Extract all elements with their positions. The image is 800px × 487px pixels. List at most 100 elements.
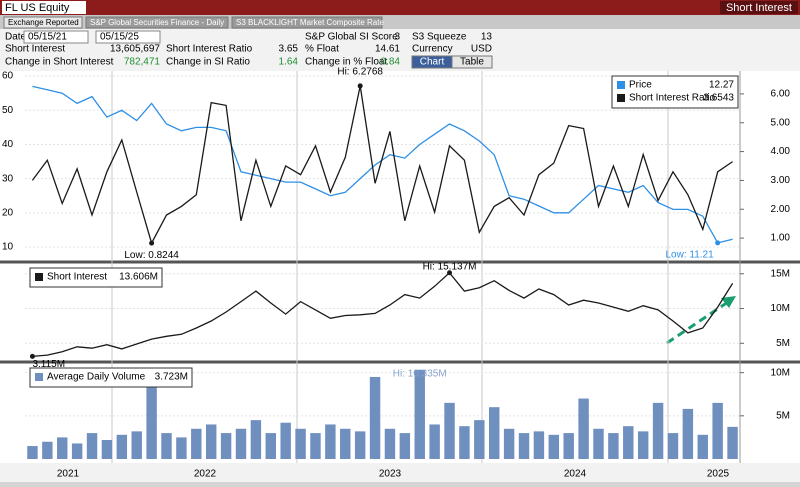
bar [533, 431, 545, 459]
annotation: Hi: 10.335M [393, 368, 447, 379]
year-label: 2024 [564, 469, 587, 480]
year-label: 2022 [194, 469, 217, 480]
bar [414, 369, 425, 459]
stat-label: S3 Squeeze [412, 32, 467, 43]
bar [399, 433, 411, 459]
stat-label: Change in SI Ratio [166, 57, 250, 68]
bar [429, 424, 440, 459]
end-date-box[interactable] [95, 30, 161, 44]
stat-value: 782,471 [124, 57, 161, 68]
tab[interactable] [85, 16, 229, 29]
bar [42, 441, 53, 459]
x-axis-band [0, 463, 800, 482]
bar [310, 433, 321, 459]
line [32, 271, 734, 358]
y-tick-label: 30 [2, 173, 14, 184]
bar [220, 433, 232, 459]
bar [503, 428, 515, 459]
legend-label: Short Interest [47, 272, 107, 283]
arrow-head [721, 296, 736, 308]
stat-value: 13 [481, 32, 493, 43]
legend-label: Average Daily Volume [47, 372, 146, 383]
bar [235, 428, 247, 459]
bar [340, 428, 351, 459]
bar [623, 426, 634, 459]
y2-tick-label: 15M [771, 268, 790, 279]
stat-value: 13,605,697 [110, 44, 160, 55]
line [31, 85, 733, 245]
bar [444, 402, 455, 459]
ticker-box [2, 1, 86, 14]
y2-tick-label: 5M [776, 410, 790, 421]
legend-box [29, 367, 193, 388]
view-button[interactable] [451, 55, 493, 69]
tab-label: Exchange Reported [8, 18, 79, 27]
y2-tick-label: 1.00 [771, 233, 791, 244]
tab[interactable] [3, 16, 83, 29]
bar [57, 437, 68, 459]
bar [682, 408, 694, 459]
stat-label: Short Interest [5, 44, 65, 55]
annotation: Low: 0.8244 [124, 250, 179, 261]
extreme-marker [447, 270, 453, 276]
bar [325, 424, 336, 459]
y-tick-label: 20 [2, 207, 14, 218]
bar [518, 433, 530, 459]
y2-tick-label: 4.00 [771, 146, 791, 157]
legend-value: 13.606M [119, 272, 158, 283]
line [32, 85, 733, 244]
bar [354, 431, 366, 459]
bar [548, 434, 560, 459]
y-tick-label: 60 [2, 71, 14, 82]
y-tick-label: 50 [2, 105, 14, 116]
start-date-box[interactable] [23, 30, 89, 44]
bar [146, 376, 157, 459]
bar [563, 433, 574, 459]
legend-swatch [35, 273, 43, 281]
bar [176, 437, 187, 459]
bar [637, 431, 649, 459]
extreme-marker [29, 353, 35, 359]
bar [265, 433, 276, 459]
stat-value: 14.61 [375, 44, 400, 55]
y-tick-label: 40 [2, 139, 14, 150]
legend-label: Short Interest Ratio [629, 93, 716, 104]
stat-value: 1.64 [279, 57, 299, 68]
stat-value: 0.84 [381, 57, 401, 68]
legend-value: 3.6543 [703, 93, 734, 104]
tab[interactable] [231, 16, 383, 29]
bar [86, 433, 98, 459]
y2-tick-label: 3.00 [771, 175, 791, 186]
extreme-marker [357, 83, 363, 89]
bar [101, 440, 113, 459]
end-date: 05/15/25 [100, 32, 139, 43]
bar [697, 434, 708, 459]
title-bar [0, 0, 800, 15]
y2-tick-label: 10M [771, 303, 790, 314]
legend-swatch [617, 81, 625, 89]
y2-tick-label: 10M [771, 367, 790, 378]
bar [667, 433, 679, 459]
bar [652, 402, 664, 459]
y2-tick-label: 5.00 [771, 117, 791, 128]
bar [27, 446, 38, 459]
view-button-label: Table [460, 57, 484, 68]
legend-value: 3.723M [155, 372, 188, 383]
y2-tick-label: 6.00 [771, 89, 791, 100]
bar [71, 443, 83, 459]
bar [205, 424, 217, 459]
year-label: 2023 [379, 469, 402, 480]
annotation: 3.115M [32, 359, 65, 370]
bar [489, 407, 500, 459]
year-label: 2025 [707, 469, 730, 480]
stat-value: 3 [394, 32, 400, 43]
bar [459, 426, 470, 459]
stat-label: Change in % Float [305, 57, 387, 68]
function-box [720, 1, 798, 14]
y2-tick-label: 2.00 [771, 204, 791, 215]
bar [578, 398, 589, 459]
view-button-label: Chart [420, 57, 445, 68]
extreme-marker [715, 240, 721, 246]
bar [593, 428, 604, 459]
